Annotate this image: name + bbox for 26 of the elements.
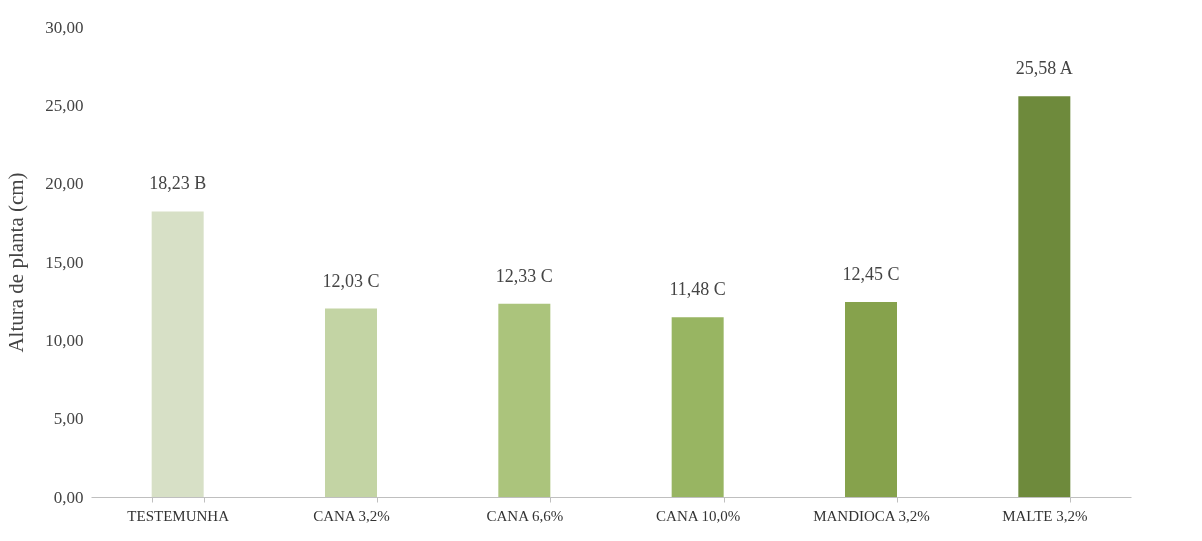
y-tick-label: 15,00 xyxy=(45,252,84,272)
data-label: 12,45 C xyxy=(842,263,900,284)
y-tick-label: 30,00 xyxy=(45,17,84,37)
y-tick-label: 5,00 xyxy=(53,409,84,429)
y-axis-title: Altura de planta (cm) xyxy=(4,172,29,353)
x-tick-label: CANA 3,2% xyxy=(313,507,390,524)
bar xyxy=(325,308,377,497)
x-tick-label: TESTEMUNHA xyxy=(127,507,230,524)
data-label: 25,58 A xyxy=(1015,58,1073,79)
x-tick-label: MALTE 3,2% xyxy=(1002,507,1088,524)
y-tick-label: 10,00 xyxy=(45,330,84,350)
y-tick-label: 0,00 xyxy=(53,487,84,507)
data-label: 12,33 C xyxy=(495,265,553,286)
x-tick-label: MANDIOCA 3,2% xyxy=(813,507,930,524)
data-label: 12,03 C xyxy=(322,270,380,291)
y-tick-label: 25,00 xyxy=(45,95,84,115)
bar xyxy=(498,303,551,497)
x-tick-label: CANA 10,0% xyxy=(656,507,741,524)
bar xyxy=(845,301,897,497)
bar xyxy=(1018,96,1071,497)
data-label: 18,23 B xyxy=(149,173,207,194)
bar xyxy=(151,211,204,497)
bar xyxy=(671,317,724,497)
data-label: 11,48 C xyxy=(669,279,726,300)
y-tick-label: 20,00 xyxy=(45,174,84,194)
x-tick-label: CANA 6,6% xyxy=(486,507,564,524)
